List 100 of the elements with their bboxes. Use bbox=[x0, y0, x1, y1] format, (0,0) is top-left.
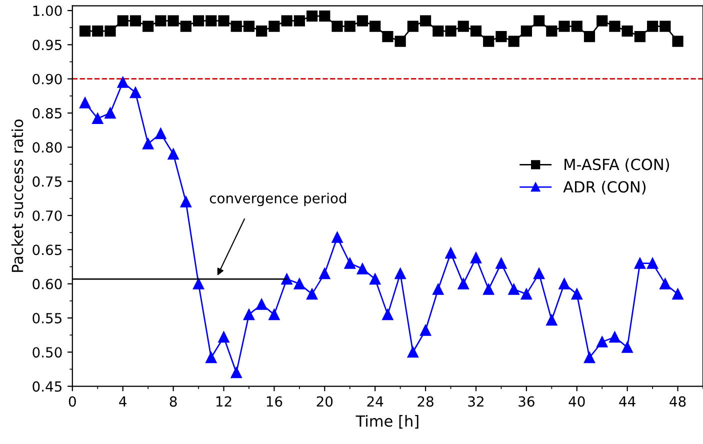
point bbox=[634, 258, 646, 269]
point bbox=[382, 308, 394, 320]
legend-label: M-ASFA (CON) bbox=[564, 158, 670, 172]
point bbox=[268, 308, 280, 320]
point bbox=[533, 15, 545, 26]
point bbox=[79, 25, 91, 37]
point bbox=[596, 336, 608, 348]
point bbox=[256, 25, 268, 37]
point bbox=[458, 278, 469, 290]
point bbox=[660, 20, 671, 32]
point bbox=[230, 20, 242, 32]
y-tick-label: 0.95 bbox=[32, 40, 62, 50]
x-tick-label: 24 bbox=[367, 396, 384, 407]
point bbox=[356, 263, 368, 274]
point bbox=[634, 30, 646, 42]
point bbox=[168, 148, 179, 160]
x-tick-label: 40 bbox=[568, 396, 585, 407]
point bbox=[104, 25, 116, 37]
y-axis-title: Packet success ratio bbox=[11, 120, 24, 272]
point bbox=[470, 252, 482, 264]
point bbox=[571, 20, 582, 32]
point bbox=[168, 15, 179, 26]
point bbox=[142, 20, 154, 32]
point bbox=[104, 107, 116, 119]
point bbox=[533, 268, 545, 280]
point bbox=[622, 25, 633, 37]
point bbox=[130, 15, 142, 26]
point bbox=[394, 268, 406, 280]
point bbox=[672, 36, 684, 47]
point bbox=[520, 288, 532, 300]
y-tick-label: 0.80 bbox=[32, 142, 62, 153]
point bbox=[420, 324, 432, 336]
point bbox=[206, 352, 217, 364]
point bbox=[256, 298, 268, 310]
point bbox=[558, 20, 570, 32]
point bbox=[508, 284, 520, 295]
point bbox=[496, 30, 507, 42]
x-tick-label: 4 bbox=[119, 396, 126, 407]
legend-label: ADR (CON) bbox=[563, 180, 646, 194]
point bbox=[407, 20, 418, 32]
point bbox=[432, 25, 444, 37]
point bbox=[520, 25, 532, 37]
x-tick-label: 8 bbox=[170, 396, 177, 407]
x-tick-label: 32 bbox=[468, 396, 484, 407]
point bbox=[230, 367, 242, 378]
point bbox=[332, 20, 343, 32]
y-tick-label: 0.60 bbox=[32, 278, 62, 290]
point bbox=[294, 15, 305, 26]
point bbox=[243, 20, 255, 32]
x-tick-label: 28 bbox=[418, 396, 434, 407]
y-tick-label: 0.70 bbox=[32, 210, 62, 221]
point bbox=[546, 314, 558, 326]
point bbox=[609, 20, 620, 32]
point bbox=[294, 278, 305, 290]
point bbox=[92, 25, 104, 37]
point bbox=[281, 15, 292, 26]
point bbox=[281, 273, 292, 285]
point bbox=[660, 278, 671, 290]
y-tick-label: 0.55 bbox=[32, 312, 62, 324]
x-tick-label: 0 bbox=[68, 396, 76, 407]
y-tick-label: 0.65 bbox=[32, 244, 62, 256]
x-axis-title: Time [h] bbox=[356, 415, 418, 429]
point bbox=[458, 20, 469, 32]
point bbox=[155, 128, 166, 140]
x-tick-label: 12 bbox=[216, 396, 232, 407]
point bbox=[370, 273, 381, 285]
annotation: convergence period bbox=[210, 192, 346, 206]
point bbox=[584, 352, 596, 364]
point bbox=[79, 97, 91, 108]
x-tick-label: 36 bbox=[518, 396, 534, 407]
point bbox=[646, 258, 658, 269]
point bbox=[306, 10, 318, 22]
point bbox=[356, 15, 368, 26]
point bbox=[394, 36, 406, 47]
y-tick-label: 0.75 bbox=[32, 176, 62, 187]
point bbox=[407, 346, 418, 358]
point bbox=[420, 15, 432, 26]
x-tick-label: 48 bbox=[670, 396, 686, 407]
point bbox=[546, 25, 558, 37]
point bbox=[117, 15, 128, 26]
y-tick-label: 1.00 bbox=[33, 6, 62, 16]
point bbox=[344, 20, 356, 32]
point bbox=[192, 15, 204, 26]
point bbox=[268, 20, 280, 32]
point bbox=[218, 332, 230, 343]
point bbox=[609, 332, 620, 343]
point bbox=[382, 30, 394, 42]
point bbox=[344, 258, 356, 269]
point bbox=[370, 20, 381, 32]
point bbox=[92, 112, 104, 124]
x-tick-label: 16 bbox=[266, 396, 282, 407]
x-tick-label: 20 bbox=[316, 396, 333, 407]
point bbox=[483, 36, 494, 47]
point bbox=[319, 10, 330, 22]
point bbox=[319, 268, 330, 280]
point bbox=[622, 342, 633, 353]
point bbox=[432, 284, 444, 295]
y-tick-label: 0.90 bbox=[32, 74, 62, 84]
point bbox=[571, 288, 582, 300]
point bbox=[142, 138, 154, 150]
